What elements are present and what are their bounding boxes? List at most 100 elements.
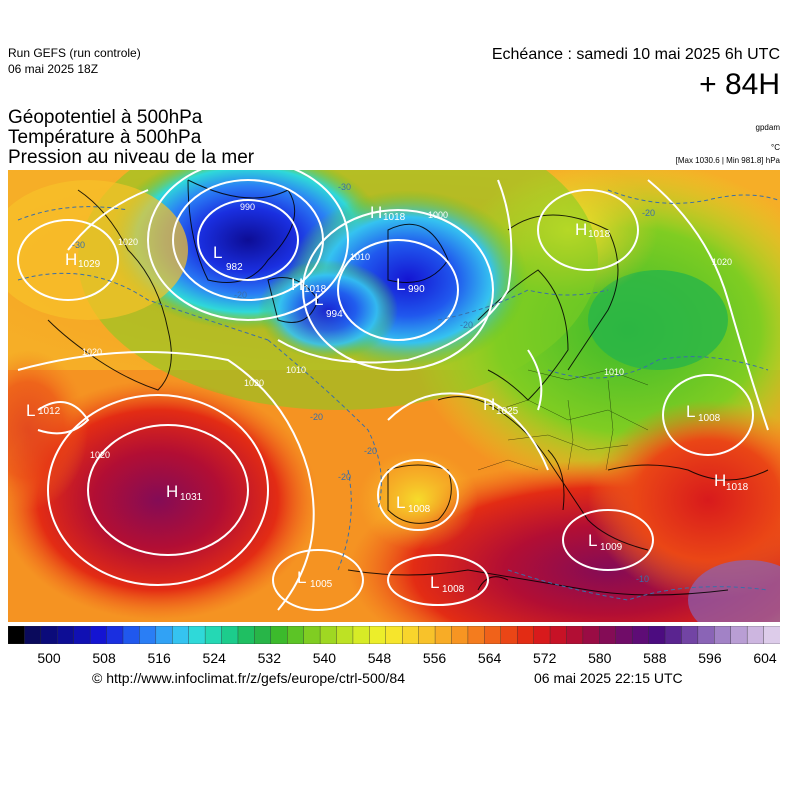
svg-text:1005: 1005: [310, 579, 333, 590]
colorbar-swatch: [188, 626, 206, 644]
colorbar-swatch: [763, 626, 780, 644]
colorbar-swatch: [319, 626, 338, 644]
svg-text:1008: 1008: [408, 504, 431, 515]
colorbar-tick-label: 508: [92, 650, 116, 666]
colorbar-swatch: [336, 626, 354, 644]
svg-text:1008: 1008: [442, 584, 465, 595]
isotherm-label: -10: [636, 574, 649, 584]
colorbar-tick-label: 516: [147, 650, 171, 666]
colorbar-swatch: [204, 626, 223, 644]
pressure-center: H 1025: [483, 395, 519, 417]
colorbar: [8, 626, 780, 644]
unit-gpdam: gpdam: [755, 123, 780, 132]
colorbar-swatch: [106, 626, 124, 644]
colorbar-swatch: [500, 626, 518, 644]
colorbar-swatch: [418, 626, 436, 644]
isotherm-label: -20: [642, 208, 655, 218]
isotherm-label: -20: [338, 472, 351, 482]
colorbar-swatch: [730, 626, 748, 644]
pressure-center: H 1029: [65, 250, 101, 270]
isotherm-label: -20: [364, 446, 377, 456]
svg-text:1018: 1018: [726, 482, 749, 493]
svg-text:H: H: [714, 471, 726, 490]
pressure-center: L 990: [396, 275, 425, 295]
isobar-label: 1020: [90, 450, 110, 460]
colorbar-swatch: [467, 626, 486, 644]
unit-degc: °C: [771, 143, 780, 152]
isobar-label: 1010: [286, 365, 306, 375]
svg-text:H: H: [575, 220, 587, 239]
colorbar-tick-label: 588: [643, 650, 667, 666]
colorbar-swatch: [73, 626, 91, 644]
colorbar-swatch: [122, 626, 141, 644]
colorbar-swatch: [434, 626, 453, 644]
colorbar-swatch: [254, 626, 272, 644]
colorbar-tick-label: 548: [367, 650, 392, 666]
colorbar-swatch: [139, 626, 157, 644]
svg-text:1029: 1029: [78, 259, 101, 270]
svg-text:L: L: [430, 573, 439, 592]
svg-text:L: L: [297, 568, 306, 587]
svg-text:1018: 1018: [383, 212, 406, 223]
colorbar-swatch: [40, 626, 58, 644]
colorbar-swatch: [24, 626, 42, 644]
svg-text:H: H: [166, 482, 178, 501]
colorbar-swatch: [681, 626, 699, 644]
run-title: Run GEFS (run controle): [8, 46, 141, 60]
colorbar-swatch: [385, 626, 403, 644]
parameter-geopotential: Géopotentiel à 500hPa: [8, 107, 203, 128]
colorbar-swatch: [533, 626, 551, 644]
isobar-label: 1020: [244, 378, 264, 388]
svg-text:1031: 1031: [180, 492, 203, 503]
colorbar-swatch: [648, 626, 666, 644]
colorbar-swatch: [566, 626, 584, 644]
pressure-center: H 1031: [166, 482, 203, 503]
svg-text:L: L: [588, 531, 597, 550]
colorbar-tick-label: 540: [312, 650, 337, 666]
colorbar-swatch: [615, 626, 633, 644]
parameter-mslp: Pression au niveau de la mer: [8, 147, 255, 168]
svg-text:1025: 1025: [496, 406, 519, 417]
svg-text:1018: 1018: [304, 284, 327, 295]
colorbar-swatch: [549, 626, 568, 644]
isotherm-label: -30: [338, 182, 351, 192]
colorbar-swatch: [172, 626, 190, 644]
colorbar-tick-label: 556: [422, 650, 447, 666]
colorbar-swatch: [237, 626, 256, 644]
svg-text:L: L: [314, 290, 323, 309]
svg-text:L: L: [26, 401, 35, 420]
forecast-lead-time: + 84H: [699, 68, 780, 101]
colorbar-swatch: [402, 626, 420, 644]
colorbar-swatch: [287, 626, 305, 644]
pressure-max-min: [Max 1030.6 | Min 981.8] hPa: [675, 156, 780, 165]
colorbar-swatch: [746, 626, 765, 644]
colorbar-tick-label: 604: [753, 650, 777, 666]
svg-text:1018: 1018: [588, 229, 611, 240]
svg-text:H: H: [291, 275, 303, 294]
svg-text:H: H: [370, 203, 382, 222]
colorbar-swatch: [369, 626, 387, 644]
pressure-center: H 1018: [575, 220, 611, 240]
svg-text:1008: 1008: [698, 413, 721, 424]
pressure-center: H 1018: [714, 471, 749, 493]
colorbar-swatch: [303, 626, 321, 644]
pressure-center: H 1018: [291, 275, 327, 295]
run-date: 06 mai 2025 18Z: [8, 62, 99, 76]
pressure-center: L 982: [213, 243, 243, 273]
colorbar-swatch: [484, 626, 502, 644]
source-link[interactable]: © http://www.infoclimat.fr/z/gefs/europe…: [92, 670, 406, 686]
colorbar-swatch: [57, 626, 75, 644]
colorbar-swatch: [89, 626, 108, 644]
svg-text:L: L: [396, 275, 405, 294]
isotherm-label: -20: [460, 320, 473, 330]
isotherm-label: -30: [72, 240, 85, 250]
svg-text:1012: 1012: [38, 406, 61, 417]
colorbar-swatch: [221, 626, 239, 644]
pressure-center: L 1008: [686, 402, 721, 424]
isobar-label: 1020: [82, 347, 102, 357]
colorbar-swatch: [155, 626, 173, 644]
parameter-temperature: Température à 500hPa: [8, 127, 202, 148]
colorbar-tick-label: 572: [533, 650, 557, 666]
colorbar-tick-label: 500: [37, 650, 61, 666]
